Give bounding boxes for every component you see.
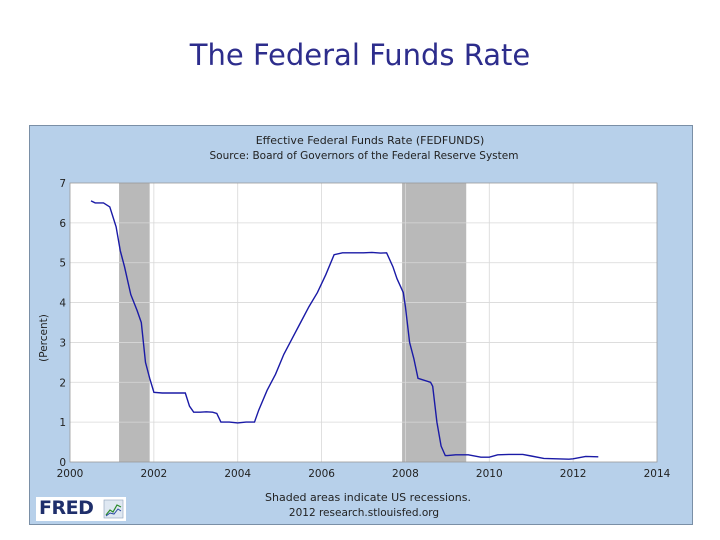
credit: 2012 research.stlouisfed.org — [289, 507, 439, 519]
gridlines — [70, 183, 657, 462]
x-tick-label-2012: 2012 — [560, 468, 587, 480]
recession-bands — [119, 183, 467, 462]
chart-title: Effective Federal Funds Rate (FEDFUNDS) — [256, 134, 485, 147]
y-tick-label-5: 5 — [59, 258, 66, 270]
footnote: Shaded areas indicate US recessions. — [265, 491, 471, 504]
y-tick-labels: 0 1 2 3 4 5 6 7 — [59, 178, 66, 469]
y-tick-label-3: 3 — [59, 337, 66, 349]
fred-logo: FRED — [36, 497, 126, 521]
y-axis-label: (Percent) — [38, 314, 50, 362]
x-tick-label-2010: 2010 — [476, 468, 503, 480]
x-tick-labels: 2000 2002 2004 2006 2008 2010 2012 2014 — [57, 468, 671, 480]
x-tick-label-2004: 2004 — [224, 468, 251, 480]
y-tick-label-4: 4 — [59, 298, 66, 310]
x-tick-label-2002: 2002 — [140, 468, 167, 480]
recession-band-1 — [402, 183, 467, 462]
fred-logo-text: FRED — [39, 497, 94, 519]
y-tick-label-1: 1 — [59, 417, 66, 429]
x-tick-label-2008: 2008 — [392, 468, 419, 480]
slide-title: The Federal Funds Rate — [189, 38, 531, 72]
y-tick-label-6: 6 — [59, 218, 66, 230]
x-tick-label-2006: 2006 — [308, 468, 335, 480]
plot-area — [70, 183, 657, 462]
chart-panel: Effective Federal Funds Rate (FEDFUNDS) … — [29, 125, 693, 525]
chart-svg: Effective Federal Funds Rate (FEDFUNDS) … — [38, 134, 671, 519]
plot-frame — [69, 182, 658, 463]
x-tick-label-2000: 2000 — [57, 468, 84, 480]
y-tick-label-0: 0 — [59, 457, 66, 469]
y-tick-label-7: 7 — [59, 178, 66, 190]
x-tick-label-2014: 2014 — [644, 468, 671, 480]
fred-logo-graph-icon — [103, 499, 124, 519]
y-tick-label-2: 2 — [59, 377, 66, 389]
chart-subtitle: Source: Board of Governors of the Federa… — [210, 150, 519, 162]
recession-band-0 — [119, 183, 150, 462]
series-line-fedfunds — [90, 200, 599, 460]
